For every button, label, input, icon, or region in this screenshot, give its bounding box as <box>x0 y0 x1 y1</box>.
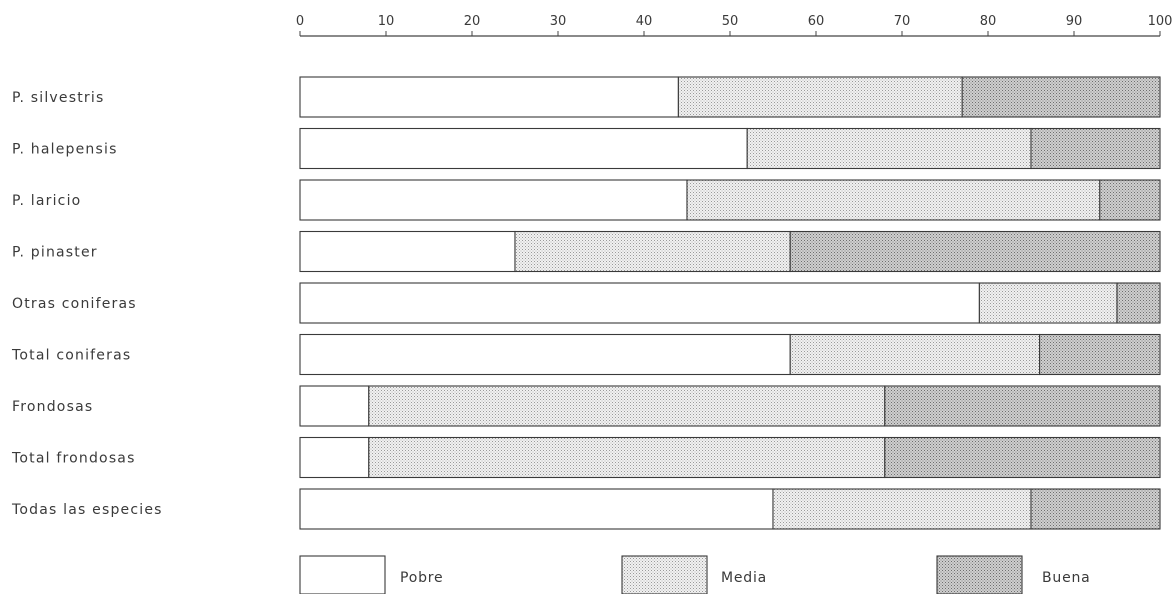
bar-segment-buena <box>1030 488 1161 530</box>
legend-item-pobre: Pobre <box>299 555 443 594</box>
x-tick-label: 80 <box>980 14 997 29</box>
bar-segment-pobre <box>299 282 980 324</box>
legend-label: Media <box>721 570 767 586</box>
bar-segment-pobre <box>299 333 791 376</box>
bar-segment-buena <box>884 436 1161 479</box>
category-label: Todas las especies <box>11 502 163 518</box>
category-label: Frondosas <box>12 399 93 415</box>
category-label: P. halepensis <box>12 142 118 158</box>
bar-segment-pobre <box>299 76 679 118</box>
x-tick-label: 70 <box>894 14 911 29</box>
legend-swatch <box>621 555 708 594</box>
bar-segment-buena <box>1039 333 1161 376</box>
legend-label: Buena <box>1042 570 1091 586</box>
x-tick-label: 50 <box>722 14 739 29</box>
legend-swatch <box>299 555 386 594</box>
bar-segment-media <box>789 333 1041 376</box>
bar-segment-buena <box>1116 282 1161 324</box>
x-tick-label: 100 <box>1148 14 1173 29</box>
bar-segment-pobre <box>299 127 748 170</box>
category-label: P. silvestris <box>12 90 104 106</box>
x-tick-label: 40 <box>636 14 653 29</box>
bar-segment-pobre <box>299 230 516 273</box>
bar-row <box>299 230 1161 273</box>
x-tick-label: 30 <box>550 14 567 29</box>
legend-item-media: Media <box>621 555 767 594</box>
x-tick-label: 20 <box>464 14 481 29</box>
x-tick-label: 0 <box>296 14 304 29</box>
bar-row <box>299 179 1161 221</box>
bar-segment-media <box>772 488 1032 530</box>
category-label: P. laricio <box>12 193 81 209</box>
bar-segment-media <box>368 436 886 479</box>
bar-row <box>299 333 1161 376</box>
bar-segment-buena <box>789 230 1161 273</box>
x-tick-label: 60 <box>808 14 825 29</box>
bar-segment-pobre <box>299 436 370 479</box>
category-label: Total frondosas <box>11 451 136 467</box>
bar-row <box>299 436 1161 479</box>
x-axis: 0 10 20 30 40 50 60 70 80 90 100 <box>296 14 1173 37</box>
bar-segment-media <box>514 230 791 273</box>
legend-item-buena: Buena <box>936 555 1091 594</box>
bar-segment-buena <box>961 76 1161 118</box>
bar-segment-media <box>746 127 1032 170</box>
legend-swatch <box>936 555 1023 594</box>
legend-label: Pobre <box>400 570 443 586</box>
bar-segment-pobre <box>299 385 370 427</box>
x-tick-label: 10 <box>378 14 395 29</box>
bar-segment-pobre <box>299 179 688 221</box>
bar-row <box>299 488 1161 530</box>
bar-segment-media <box>368 385 886 427</box>
bar-segment-buena <box>1030 127 1161 170</box>
category-label: Total coniferas <box>11 348 131 364</box>
category-label: Otras coniferas <box>12 296 137 312</box>
bar-segment-media <box>677 76 963 118</box>
bar-segment-pobre <box>299 488 774 530</box>
bar-row <box>299 385 1161 427</box>
bar-row <box>299 76 1161 118</box>
bar-row <box>299 282 1161 324</box>
category-labels: P. silvestris P. halepensis P. laricio P. p… <box>11 90 163 518</box>
legend: Pobre Media Buena <box>299 555 1091 594</box>
category-label: P. pinaster <box>12 245 98 261</box>
x-tick-label: 90 <box>1066 14 1083 29</box>
bar-segment-media <box>978 282 1118 324</box>
bars <box>299 76 1161 530</box>
bar-segment-buena <box>884 385 1161 427</box>
bar-row <box>299 127 1161 170</box>
bar-segment-media <box>686 179 1101 221</box>
bar-segment-buena <box>1099 179 1161 221</box>
